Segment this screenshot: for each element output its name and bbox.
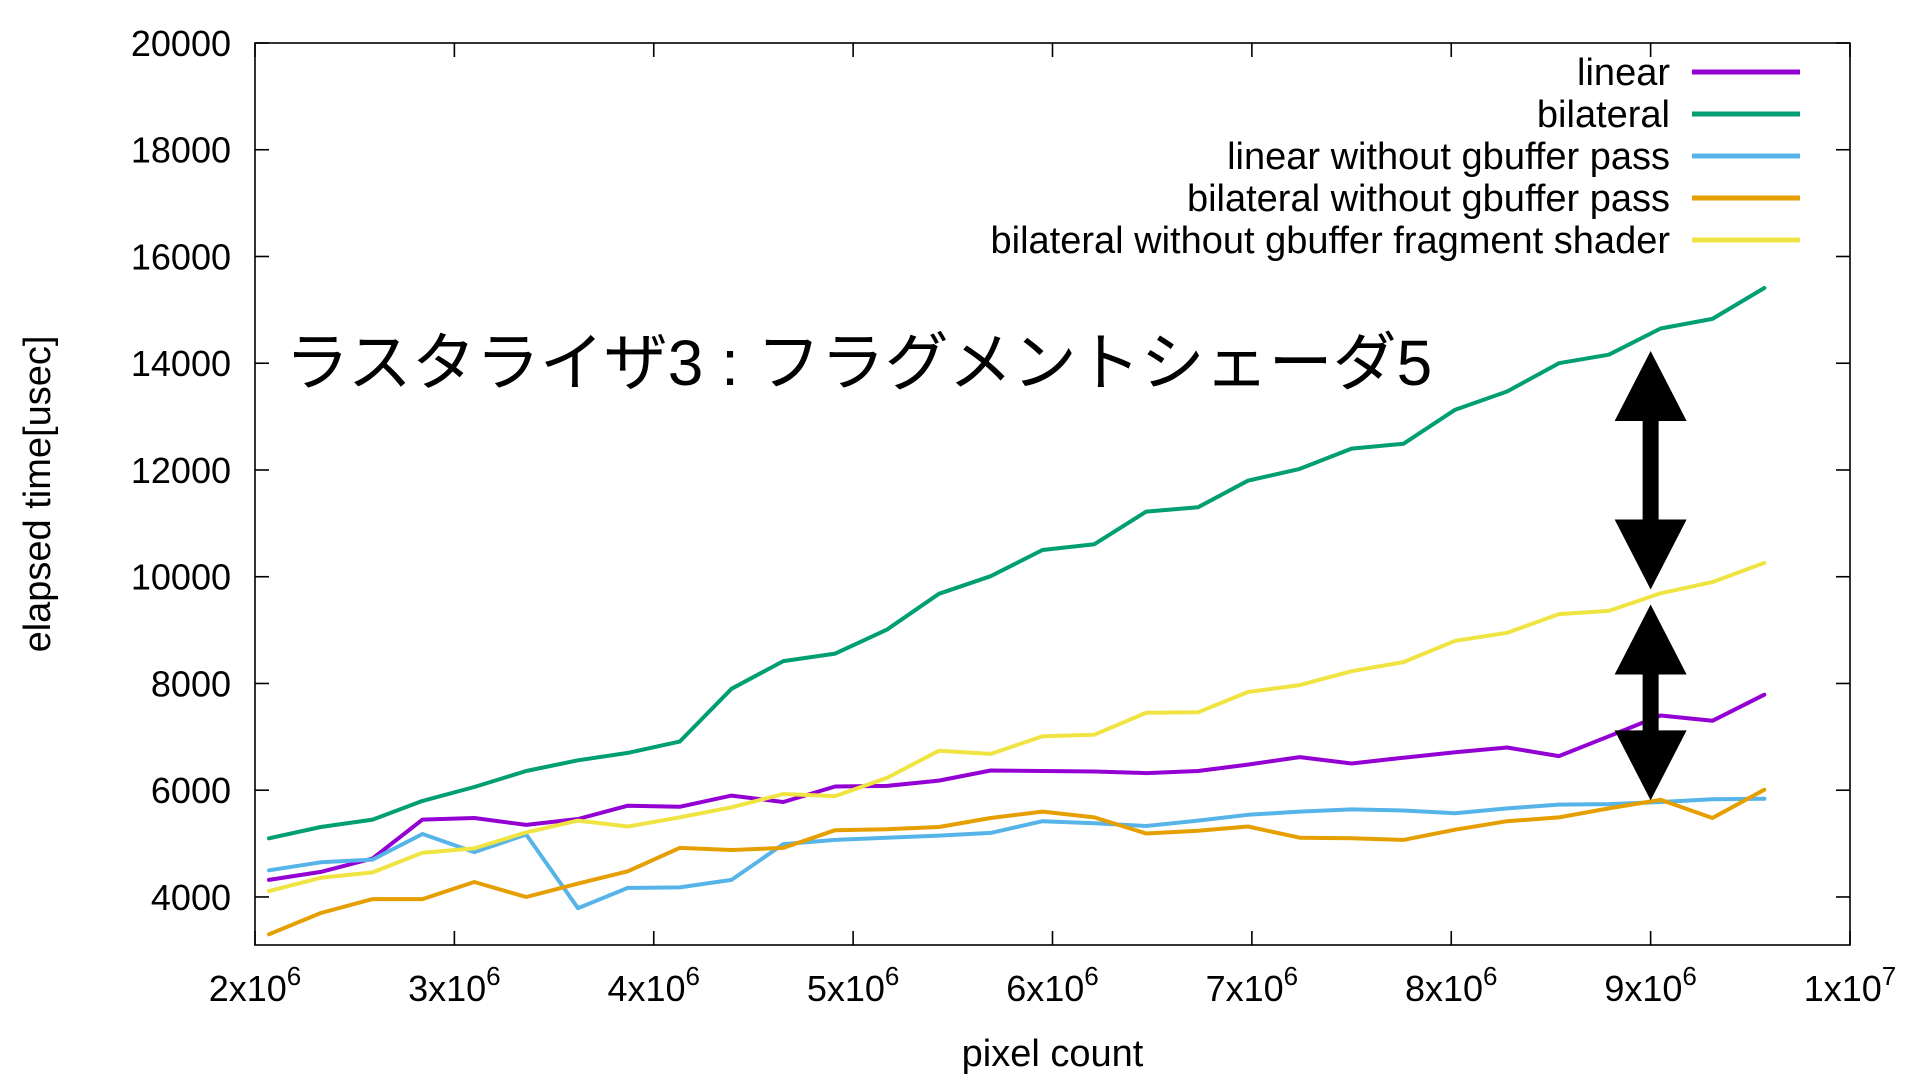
- legend-label: bilateral: [1537, 94, 1670, 136]
- legend-item: bilateral without gbuffer pass: [1187, 178, 1800, 220]
- x-axis-ticks: 2x106 3x106 4x106 5x106 6x106 7x106 8x106 9x106…: [209, 43, 1897, 1009]
- legend-item: bilateral: [1537, 94, 1800, 136]
- annotation-ratio-text: ラスタライザ3 : フラグメントシェーダ5: [285, 327, 1432, 399]
- comparison-arrows: [1614, 350, 1687, 801]
- series-line-bilateral-without-gbuffer-pass: [267, 787, 1767, 937]
- double-arrow: [1614, 350, 1687, 590]
- x-tick-label: 9x106: [1604, 961, 1697, 1009]
- x-tick-label: 5x106: [807, 961, 900, 1009]
- x-tick-label: 6x106: [1006, 961, 1099, 1009]
- legend-label: linear: [1577, 52, 1670, 94]
- series-line-linear-without-gbuffer-pass: [267, 796, 1767, 911]
- legend-label: linear without gbuffer pass: [1227, 136, 1670, 178]
- x-tick-label: 3x106: [408, 961, 501, 1009]
- legend-item: linear: [1577, 52, 1800, 94]
- y-tick-label: 16000: [131, 236, 231, 277]
- y-axis-ticks: 4000 6000 8000 10000 12000 14000 16000 18000 200…: [131, 23, 1850, 918]
- x-tick-label: 2x106: [209, 961, 302, 1009]
- series-line-linear: [267, 692, 1767, 882]
- legend-item: bilateral without gbuffer fragment shade…: [991, 220, 1800, 262]
- y-tick-label: 12000: [131, 450, 231, 491]
- y-axis-title: elapsed time[usec]: [17, 336, 59, 653]
- y-tick-label: 6000: [151, 770, 231, 811]
- double-arrow: [1614, 604, 1687, 801]
- legend-item: linear without gbuffer pass: [1227, 136, 1800, 178]
- y-tick-label: 18000: [131, 130, 231, 171]
- y-tick-label: 10000: [131, 557, 231, 598]
- y-tick-label: 14000: [131, 343, 231, 384]
- x-tick-label: 1x107: [1804, 961, 1897, 1009]
- y-tick-label: 4000: [151, 877, 231, 918]
- x-tick-label: 7x106: [1206, 961, 1299, 1009]
- x-tick-label: 8x106: [1405, 961, 1498, 1009]
- series-lines: [267, 286, 1767, 937]
- series-line-bilateral-without-gbuffer-fragment-shader: [267, 560, 1767, 894]
- legend-label: bilateral without gbuffer pass: [1187, 178, 1670, 220]
- x-tick-label: 4x106: [607, 961, 700, 1009]
- y-tick-label: 8000: [151, 663, 231, 704]
- y-tick-label: 20000: [131, 23, 231, 64]
- legend-label: bilateral without gbuffer fragment shade…: [991, 220, 1671, 262]
- x-axis-title: pixel count: [962, 1033, 1144, 1075]
- series-line-bilateral: [267, 286, 1767, 841]
